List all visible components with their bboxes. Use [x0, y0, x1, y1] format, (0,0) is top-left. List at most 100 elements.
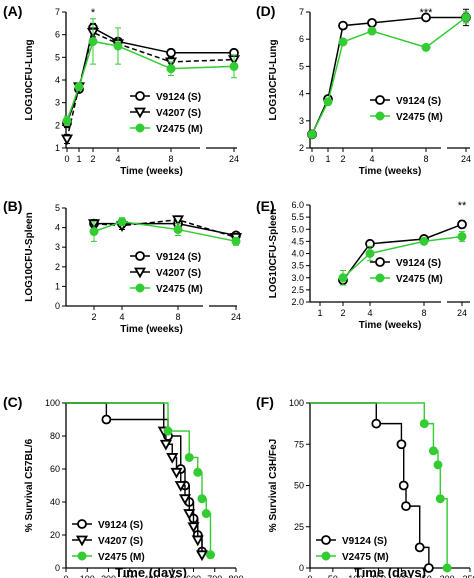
data-point [433, 460, 443, 470]
data-point [88, 36, 98, 46]
data-point [338, 273, 348, 283]
x-tick-label: 8 [168, 154, 173, 164]
data-point [117, 217, 127, 227]
legend: V9124 (S) V4207 (S) V2475 (M) [130, 91, 203, 135]
data-point [163, 426, 173, 436]
data-point [338, 20, 348, 31]
x-tick-label: 0 [64, 154, 69, 164]
y-axis-label: % Survival C57BL/6 [24, 438, 35, 532]
legend-entry: V2475 (M) [396, 274, 443, 285]
data-point [191, 535, 204, 547]
data-point [367, 26, 377, 36]
x-tick-label: 4 [369, 154, 374, 164]
x-tick-label: 24 [461, 154, 471, 164]
panel-c: (C) 0 20 40 60 80 100 0 100 200 300 400 500 600 700 800… [3, 394, 244, 578]
x-tick-label: 0 [63, 574, 68, 578]
panel-label: (C) [3, 394, 22, 410]
legend-marker [375, 111, 385, 121]
data-point [229, 61, 239, 71]
series-line [93, 220, 237, 243]
data-point [183, 509, 196, 520]
legend-marker [375, 257, 385, 267]
data-point [414, 542, 425, 553]
x-tick-label: 2 [340, 154, 345, 164]
data-point [307, 129, 317, 139]
legend-entry: V9124 (S) [396, 96, 441, 107]
x-tick-label: 8 [423, 154, 428, 164]
data-point [419, 236, 429, 246]
series-line [66, 402, 212, 555]
y-tick-label: 7 [55, 7, 60, 17]
x-tick-label: 24 [229, 154, 239, 164]
x-tick-label: 1 [325, 154, 330, 164]
data-point [201, 509, 211, 519]
panel-label: (E) [256, 198, 275, 214]
legend-marker [375, 273, 385, 283]
y-tick-label: 2.0 [291, 297, 304, 307]
y-tick-label: 2 [55, 120, 60, 130]
x-tick-label: 24 [231, 312, 241, 322]
x-axis-label: Time (days) [115, 565, 187, 578]
y-tick-label: 4.5 [291, 236, 304, 246]
y-tick-label: 20 [50, 530, 60, 540]
x-tick-label: 0 [307, 574, 312, 578]
data-point [442, 563, 452, 573]
significance-annotation: * [91, 7, 96, 19]
series-v2475 [338, 231, 467, 286]
series-v9124 [89, 218, 241, 241]
data-point [171, 215, 185, 227]
data-point [206, 550, 215, 560]
x-tick-label: 300 [122, 574, 137, 578]
x-tick-label: 24 [457, 308, 467, 318]
y-tick-label: 5 [55, 52, 60, 62]
x-tick-label: 150 [371, 574, 386, 578]
legend-marker [75, 535, 89, 547]
y-tick-label: 25 [294, 522, 304, 532]
x-tick-label: 250 [417, 574, 432, 578]
data-point [178, 494, 192, 506]
series-line [93, 218, 237, 239]
data-point [74, 82, 84, 92]
y-tick-label: 50 [294, 481, 304, 491]
x-axis-label: Time (weeks) [359, 320, 422, 331]
legend-entry: V2475 (M) [156, 284, 203, 295]
data-point [89, 227, 99, 237]
data-point [166, 47, 176, 58]
data-point [428, 446, 438, 456]
data-point [231, 236, 241, 246]
series-v9124 [66, 402, 207, 557]
y-tick-label: 4 [55, 75, 60, 85]
y-tick-label: 5 [299, 61, 304, 71]
x-tick-label: 700 [207, 574, 222, 578]
y-tick-label: 0 [55, 563, 60, 573]
y-tick-label: 6 [299, 34, 304, 44]
legend-marker [375, 95, 385, 105]
x-tick-label: 200 [394, 574, 409, 578]
significance-annotation: *** [420, 7, 434, 19]
data-point [435, 494, 445, 504]
y-tick-label: 2.5 [291, 285, 304, 295]
legend: V9124 (S) V4207 (S) V2475 (M) [72, 519, 145, 563]
series-v2475 [310, 402, 452, 573]
x-tick-label: 4 [119, 312, 124, 322]
data-point [197, 494, 207, 504]
x-tick-label: 1 [317, 308, 322, 318]
series-v4207 [66, 402, 209, 562]
legend-entry: V2475 (M) [156, 124, 203, 135]
y-tick-label: 5.5 [291, 212, 304, 222]
y-tick-label: 5.0 [291, 224, 304, 234]
legend-marker [133, 107, 147, 119]
data-point [166, 64, 176, 74]
x-tick-label: 800 [228, 574, 243, 578]
y-tick-label: 40 [50, 497, 60, 507]
legend-entry: V2475 (M) [342, 552, 389, 563]
series-line [342, 223, 463, 281]
legend-entry: V4207 (S) [98, 536, 143, 547]
panel-label: (D) [256, 3, 275, 19]
series-line [66, 31, 235, 140]
y-tick-label: 75 [294, 439, 304, 449]
panel-label: (A) [3, 3, 22, 19]
legend-entry: V4207 (S) [156, 108, 201, 119]
